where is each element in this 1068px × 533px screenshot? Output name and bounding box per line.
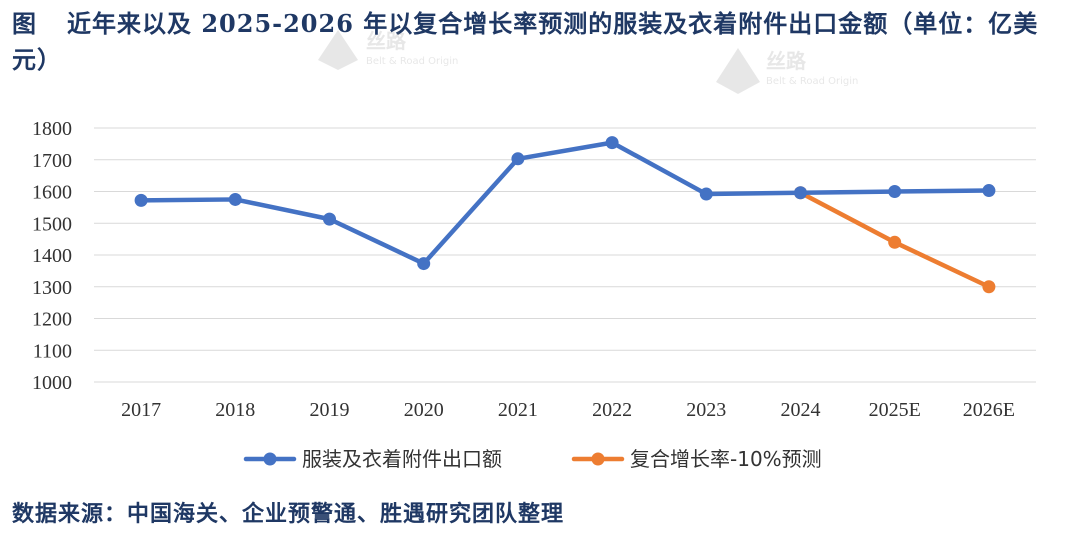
x-tick-label: 2022 (592, 399, 632, 421)
data-point (323, 212, 336, 226)
data-point (511, 152, 525, 166)
line-chart: 1000 1100 1200 1300 1400 1500 1600 1700 1800 201… (32, 118, 1036, 471)
legend-label: 复合增长率-10%预测 (630, 447, 822, 471)
data-point (605, 136, 619, 150)
y-tick-label: 1200 (32, 309, 72, 331)
data-point (888, 185, 902, 198)
y-tick-label: 1300 (32, 277, 72, 299)
x-tick-label: 2023 (686, 399, 726, 421)
x-tick-label: 2020 (404, 399, 444, 421)
gridlines (94, 127, 1036, 383)
data-point (982, 280, 996, 294)
data-point (134, 193, 148, 207)
legend-item: 服装及衣着附件出口额 (243, 447, 502, 471)
series-1 (794, 186, 996, 294)
series-lines (134, 136, 996, 294)
legend: 服装及衣着附件出口额 复合增长率-10%预测 (243, 447, 822, 471)
data-point (888, 235, 902, 249)
figure-title-text: 近年来以及 2025-2026 年以复合增长率预测的服装及衣着附件出口金额（单位… (12, 9, 1039, 74)
legend-label: 服装及衣着附件出口额 (302, 447, 502, 471)
y-tick-label: 1400 (32, 245, 72, 267)
x-tick-label: 2018 (215, 399, 255, 421)
legend-swatch-marker (263, 452, 277, 466)
data-point (699, 187, 713, 201)
series-line (138, 140, 992, 266)
series-0 (134, 136, 996, 271)
source-note: 数据来源：中国海关、企业预警通、胜遇研究团队整理 (12, 501, 565, 527)
figure-label: 图 (12, 9, 37, 38)
x-tick-label: 2021 (498, 399, 538, 421)
y-tick-label: 1100 (33, 340, 72, 362)
data-point (794, 186, 807, 200)
y-axis-ticks: 1000 1100 1200 1300 1400 1500 1600 1700 1800 (32, 118, 72, 394)
y-tick-label: 1600 (32, 182, 72, 204)
x-tick-label: 2024 (781, 399, 821, 421)
x-axis-ticks: 2017 2018 2019 2020 2021 2022 2023 2024 2025E 202… (121, 399, 1015, 421)
y-tick-label: 1500 (32, 213, 72, 235)
x-tick-label: 2019 (310, 399, 350, 421)
y-tick-label: 1800 (32, 118, 72, 140)
y-tick-label: 1000 (32, 372, 72, 394)
x-tick-label: 2025E (869, 399, 921, 421)
legend-item: 复合增长率-10%预测 (571, 447, 822, 471)
x-tick-label: 2017 (121, 399, 161, 421)
x-tick-label: 2026E (963, 399, 1015, 421)
data-point (982, 184, 996, 198)
y-tick-label: 1700 (32, 150, 72, 172)
data-point (417, 257, 431, 271)
chart-title: 图近年来以及 2025-2026 年以复合增长率预测的服装及衣着附件出口金额（单… (12, 6, 1062, 78)
legend-swatch-marker (591, 452, 605, 466)
data-point (228, 192, 242, 206)
